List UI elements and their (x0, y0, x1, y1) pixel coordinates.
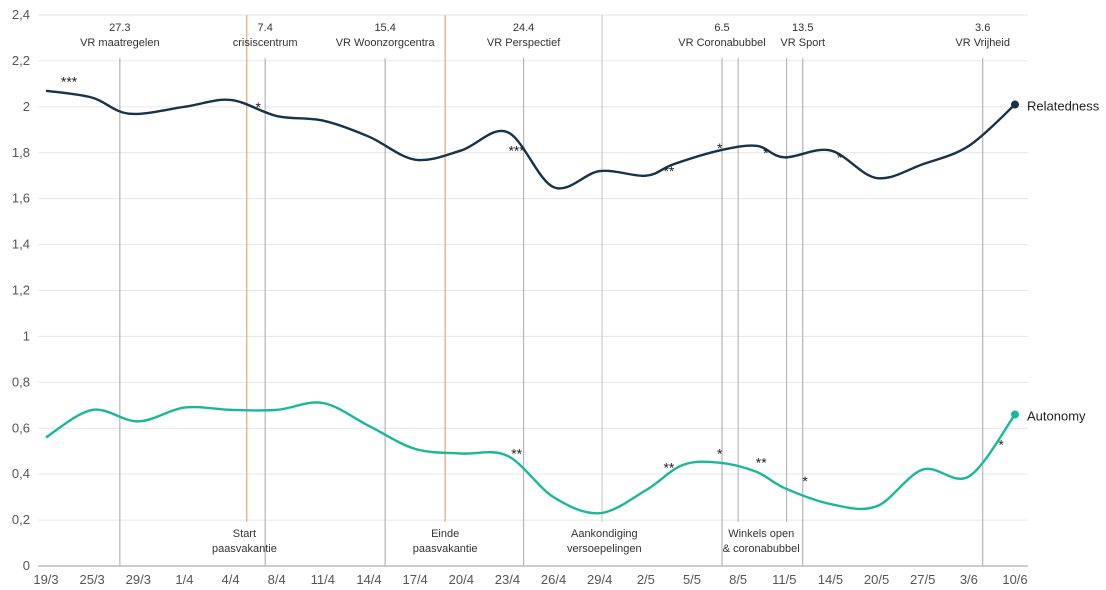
significance-marker: *** (508, 142, 525, 158)
event-name-label: crisiscentrum (233, 37, 298, 49)
series-line-autonomy (45, 401, 1016, 515)
x-tick-label: 14/5 (818, 572, 843, 587)
significance-markers: ********** * ********** (61, 74, 1005, 489)
y-tick-label: 0,8 (12, 374, 30, 389)
x-tick-label: 20/4 (449, 572, 474, 587)
event-labels-top: 27.3 VR maatregelen 7.4 crisiscentrum 15.4 VR… (80, 22, 1010, 49)
event-bottom-label: paasvakantie (413, 543, 478, 555)
event-date-label: 3.6 (975, 22, 990, 34)
x-tick-label: 11/4 (311, 572, 335, 587)
series-label: Relatedness (1027, 99, 1100, 114)
event-date-label: 13.5 (792, 22, 813, 34)
x-tick-label: 8/4 (268, 572, 286, 587)
significance-marker: * (837, 149, 843, 165)
y-axis-ticks: 0 0,2 0,4 0,6 0,8 1 1,2 1,4 1,6 1,8 2 2,2 2,4 (12, 7, 30, 573)
series-endpoint (1011, 100, 1019, 109)
x-tick-label: 14/4 (356, 572, 381, 587)
significance-marker: * (802, 473, 808, 489)
series-line-relatedness (45, 89, 1016, 190)
event-bottom-label: Winkels open (728, 528, 794, 540)
event-name-label: VR Perspectief (487, 37, 561, 49)
event-name-label: VR Vrijheid (955, 37, 1010, 49)
significance-marker: * (717, 446, 723, 462)
event-bottom-label: Start (233, 528, 256, 540)
series-endpoint (1011, 410, 1019, 419)
x-tick-label: 20/5 (864, 572, 889, 587)
y-tick-label: 2 (23, 99, 30, 114)
series-label: Autonomy (1027, 408, 1086, 423)
significance-marker: ** (663, 163, 674, 179)
x-tick-label: 27/5 (910, 572, 935, 587)
y-tick-label: 2,4 (12, 7, 30, 22)
y-tick-label: 0,6 (12, 420, 30, 435)
x-tick-label: 23/4 (495, 572, 520, 587)
event-bottom-label: versoepelingen (567, 543, 642, 555)
x-tick-label: 11/5 (772, 572, 796, 587)
significance-marker: ** (663, 459, 674, 475)
x-axis-ticks: 19/3 25/3 29/3 1/4 4/4 8/4 11/4 14/4 17/4 20/4 23/… (33, 572, 1027, 587)
event-date-label: 15.4 (374, 22, 395, 34)
x-tick-label: 1/4 (175, 572, 193, 587)
y-tick-label: 1 (23, 328, 30, 343)
x-tick-label: 2/5 (637, 572, 655, 587)
y-tick-label: 0 (23, 558, 30, 573)
y-tick-label: 2,2 (12, 53, 30, 68)
event-labels-bottom: Start paasvakantie Einde paasvakantie Aankon… (212, 528, 800, 555)
event-date-label: 6.5 (714, 22, 729, 34)
significance-marker: ** (511, 446, 522, 462)
event-bottom-label: & coronabubbel (723, 543, 800, 555)
x-tick-label: 29/3 (126, 572, 151, 587)
x-tick-label: 8/5 (729, 572, 747, 587)
y-tick-label: 1,4 (12, 237, 30, 252)
event-name-label: VR Woonzorgcentra (336, 37, 436, 49)
significance-marker: ** (756, 455, 767, 471)
event-bottom-label: paasvakantie (212, 543, 277, 555)
x-tick-label: 10/6 (1002, 572, 1027, 587)
x-tick-label: 3/6 (960, 572, 978, 587)
significance-marker: *** (61, 74, 78, 90)
event-name-label: VR Coronabubbel (678, 37, 765, 49)
significance-marker: * (256, 99, 262, 115)
event-name-label: VR maatregelen (80, 37, 160, 49)
x-tick-label: 19/3 (33, 572, 58, 587)
y-tick-label: 1,8 (12, 145, 30, 160)
x-tick-label: 4/4 (222, 572, 240, 587)
event-bottom-label: Einde (431, 528, 459, 540)
x-tick-label: 26/4 (541, 572, 566, 587)
event-date-label: 27.3 (109, 22, 130, 34)
event-lines (119, 15, 984, 566)
significance-marker: * (998, 436, 1004, 452)
y-tick-label: 1,6 (12, 191, 30, 206)
event-name-label: VR Sport (780, 37, 825, 49)
y-tick-label: 0,4 (12, 466, 30, 481)
event-date-label: 7.4 (258, 22, 273, 34)
series-lines: Relatedness Autonomy (45, 89, 1100, 515)
event-bottom-label: Aankondiging (571, 528, 638, 540)
y-tick-label: 1,2 (12, 283, 30, 298)
event-date-label: 24.4 (513, 22, 534, 34)
y-tick-label: 0,2 (12, 512, 30, 527)
x-tick-label: 5/5 (683, 572, 701, 587)
significance-marker: * (763, 145, 769, 161)
x-tick-label: 25/3 (79, 572, 104, 587)
gridlines (38, 14, 1028, 567)
x-tick-label: 29/4 (587, 572, 612, 587)
significance-marker: * (717, 140, 723, 156)
x-tick-label: 17/4 (402, 572, 427, 587)
